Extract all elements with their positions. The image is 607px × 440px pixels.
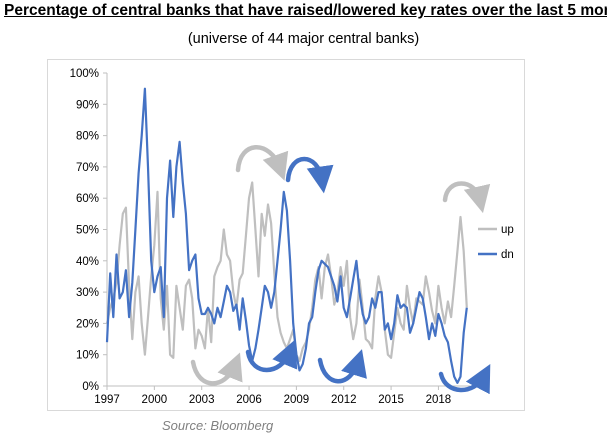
- curved-arrow-icon: [317, 349, 367, 384]
- chart-area: [47, 59, 525, 411]
- curved-arrow-icon: [285, 156, 334, 194]
- y-tick-label: 30%: [76, 287, 99, 299]
- x-tick-label: 2003: [189, 394, 215, 406]
- source-note: Source: Bloomberg: [162, 418, 274, 433]
- curved-arrow-icon: [245, 339, 298, 373]
- curved-arrow-icon: [438, 364, 491, 395]
- y-tick-label: 10%: [76, 350, 99, 362]
- axes: 0% 10% 20% 30% 40% 50% 60% 70% 80% 90% 100% 1997 200…: [70, 68, 470, 406]
- x-tick-label: 2012: [331, 394, 357, 406]
- y-tick-label: 40%: [76, 256, 99, 268]
- y-tick-label: 70%: [76, 162, 99, 174]
- x-tick-label: 1997: [94, 394, 120, 406]
- y-tick-label: 100%: [70, 68, 99, 80]
- x-tick-label: 2018: [426, 394, 452, 406]
- series-layer: [105, 87, 468, 384]
- legend: up dn: [478, 224, 514, 261]
- turning-point-arrows: [190, 145, 491, 395]
- x-tick-label: 2006: [236, 394, 262, 406]
- x-tick-label: 2015: [378, 394, 404, 406]
- curved-arrow-icon: [235, 145, 289, 181]
- legend-label-dn: dn: [501, 249, 514, 261]
- curved-arrow-icon: [442, 181, 491, 214]
- y-tick-label: 50%: [76, 225, 99, 237]
- y-tick-label: 60%: [76, 193, 99, 205]
- chart-subtitle: (universe of 44 major central banks): [187, 31, 420, 47]
- x-tick-label: 2000: [142, 394, 168, 406]
- legend-label-up: up: [501, 224, 514, 236]
- chart-title: Percentage of central banks that have ra…: [4, 2, 607, 19]
- curved-arrow-icon: [190, 352, 243, 386]
- y-tick-label: 90%: [76, 99, 99, 111]
- series-line-dn: [105, 87, 468, 384]
- x-tick-label: 2009: [284, 394, 310, 406]
- y-tick-label: 80%: [76, 131, 99, 143]
- y-tick-label: 0%: [82, 381, 99, 393]
- y-tick-label: 20%: [76, 318, 99, 330]
